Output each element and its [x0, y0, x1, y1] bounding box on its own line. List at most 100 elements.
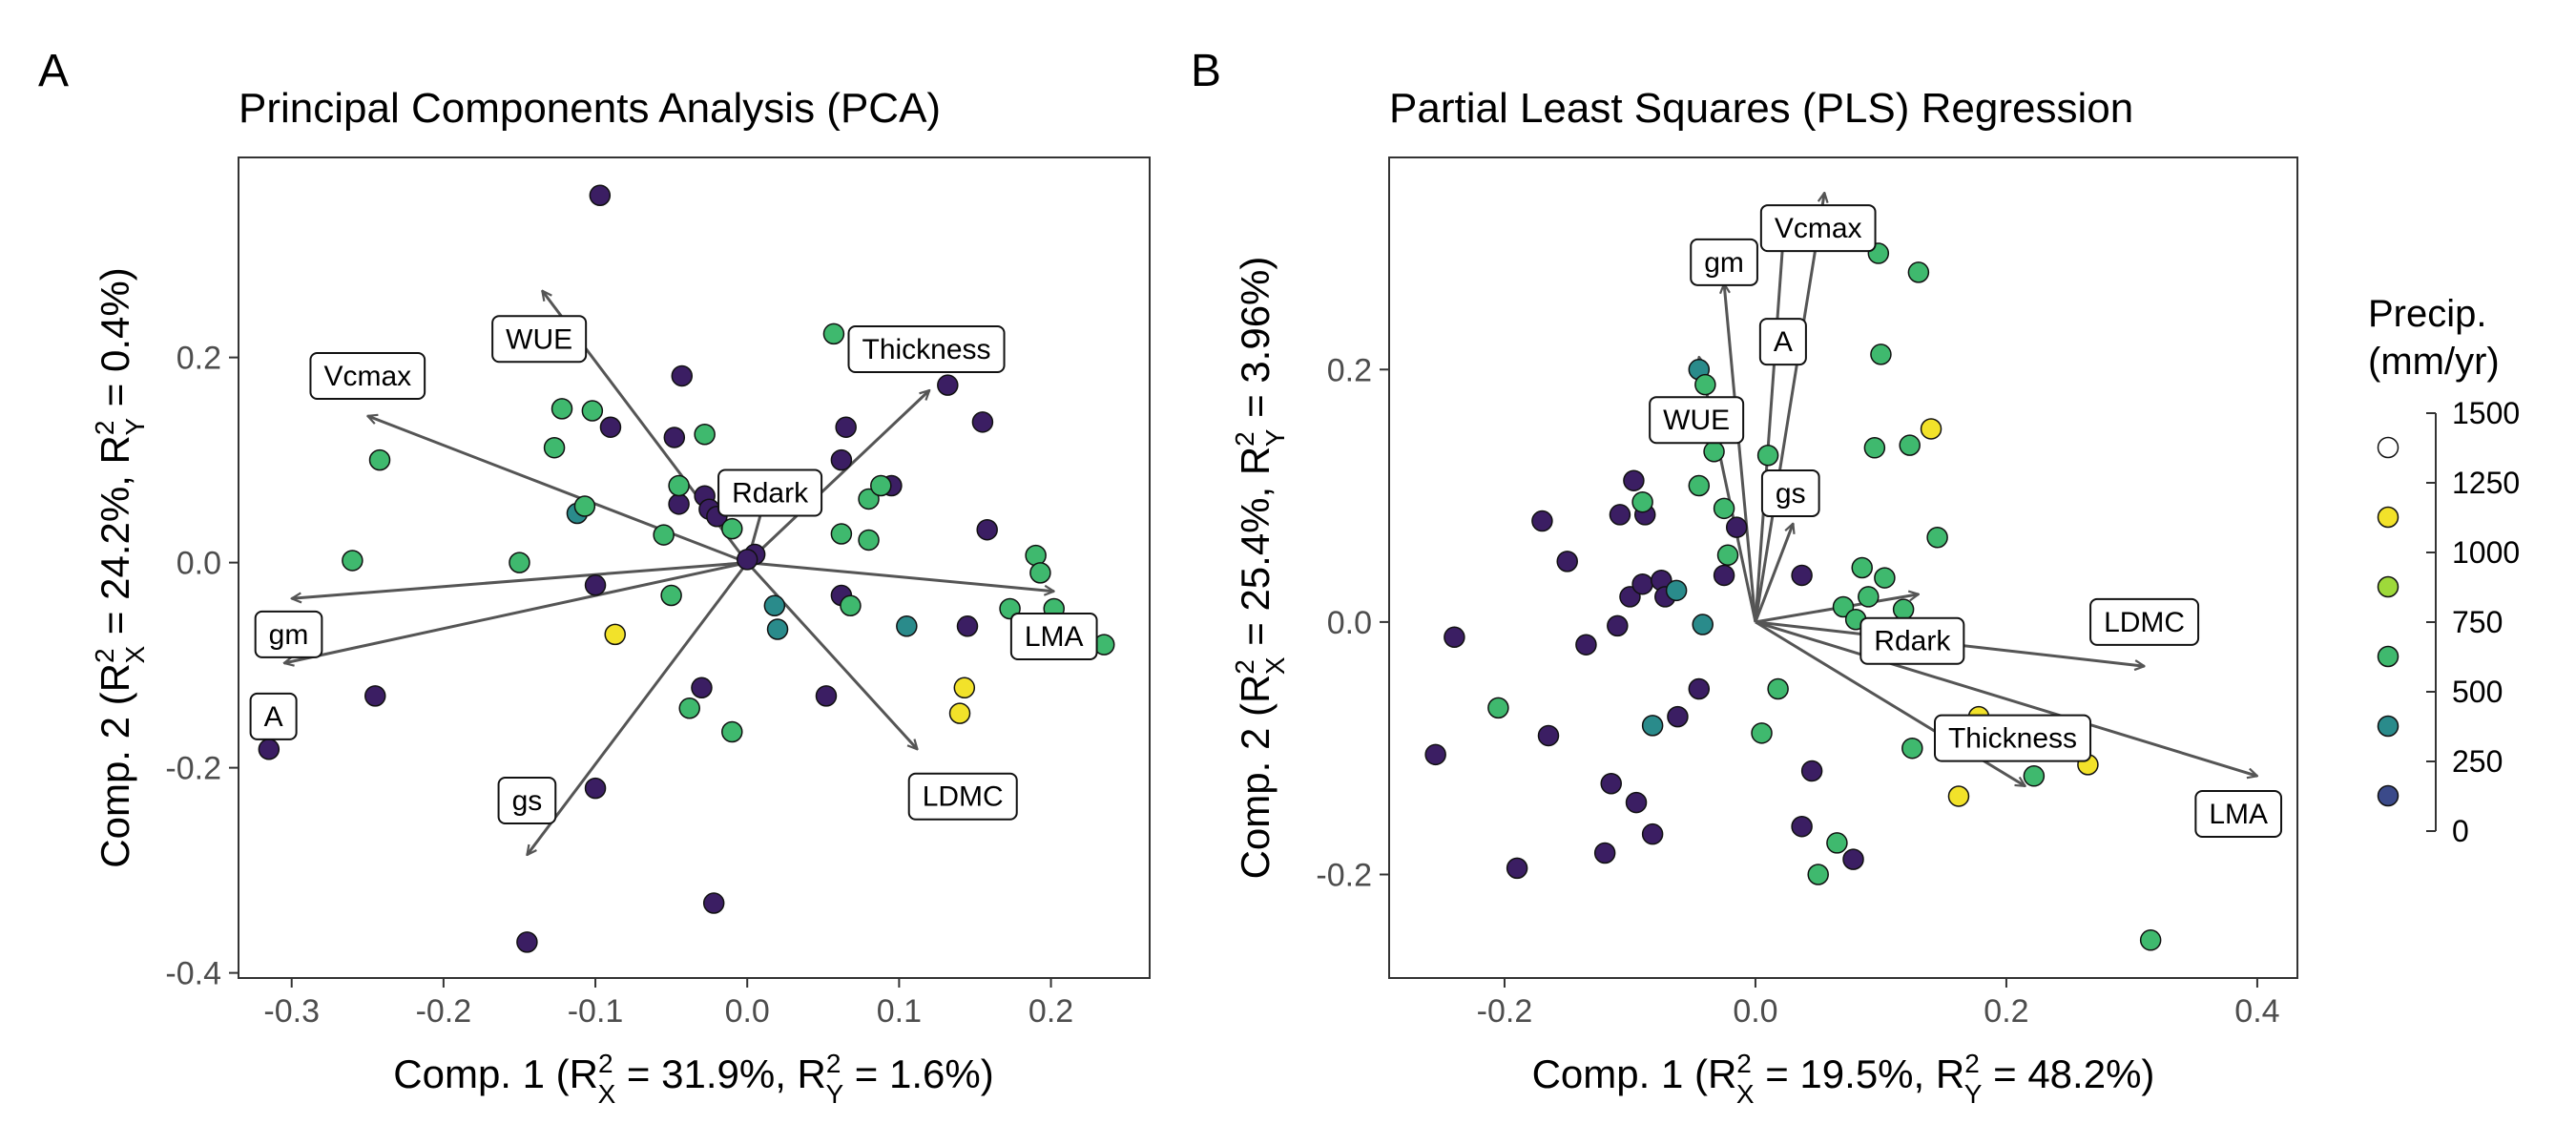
data-point: [509, 552, 530, 573]
loading-arrow-a: [284, 561, 748, 663]
loading-label-a: A: [1758, 318, 1807, 366]
legend-tick-label: 250: [2452, 744, 2503, 779]
data-point: [1926, 526, 1948, 549]
svg-text:gm: gm: [269, 619, 309, 651]
data-point: [858, 488, 880, 510]
svg-text:Thickness: Thickness: [862, 334, 991, 365]
loading-arrow-a: [1754, 240, 1783, 623]
panel-a-y-axis-title: Comp. 2 (R2X = 24.2%, R2Y = 0.4%): [90, 267, 150, 867]
loading-label-gm: gm: [1690, 238, 1758, 286]
data-point: [1641, 715, 1664, 737]
data-point: [763, 594, 786, 617]
data-point: [736, 549, 758, 571]
data-point: [589, 184, 612, 207]
panel-b-x-axis-title: Comp. 1 (R2 X = 19.5%, R2 Y = 48.2%): [1532, 1049, 2155, 1109]
data-point: [1487, 697, 1509, 719]
data-point: [581, 400, 604, 422]
data-point: [1947, 785, 1970, 807]
x-tick-label: 0.2: [1028, 993, 1073, 1030]
data-point: [1623, 469, 1645, 491]
data-point: [1920, 418, 1942, 440]
panel-b-plot-frame: [1388, 156, 2298, 979]
data-point: [1858, 586, 1880, 608]
data-point: [516, 931, 538, 953]
data-point: [937, 374, 959, 396]
legend-title-line2: (mm/yr): [2368, 341, 2500, 383]
panel-letter-a: A: [38, 46, 69, 96]
panel-b-axis-ticks: -0.2 0.0 0.2 0.4 -0.2 0.0 0.2: [1316, 352, 2279, 1030]
loading-arrow-gm: [292, 561, 748, 599]
svg-text:Vcmax: Vcmax: [323, 361, 411, 392]
data-point: [1725, 516, 1748, 538]
x-tick-label: -0.3: [263, 993, 320, 1030]
data-point: [368, 448, 391, 471]
data-point: [660, 584, 682, 607]
data-point: [1631, 572, 1653, 595]
x-tick-label: 0.4: [2234, 993, 2279, 1030]
data-point: [835, 416, 857, 438]
legend-color-swatch: [2377, 784, 2399, 807]
loading-label-gm: gm: [254, 610, 323, 658]
x-tick-label: -0.1: [568, 993, 624, 1030]
y-tick-label: -0.2: [1316, 858, 1372, 894]
data-point: [1029, 562, 1051, 584]
data-point: [870, 474, 892, 497]
data-point: [1842, 848, 1864, 870]
svg-text:Rdark: Rdark: [1874, 626, 1951, 657]
loading-label-ldmc: LDMC: [907, 772, 1018, 821]
x-tick-label: -0.2: [1477, 993, 1533, 1030]
svg-text:A: A: [264, 701, 283, 733]
data-point: [584, 574, 607, 596]
data-point: [653, 524, 675, 546]
legend-tick-label: 1500: [2452, 396, 2520, 430]
data-point: [668, 474, 690, 497]
loading-arrow-thickness: [746, 390, 929, 564]
data-point: [1575, 634, 1597, 656]
x-tick-label: -0.2: [416, 993, 472, 1030]
x-tick-label: 0.2: [1984, 993, 2028, 1030]
data-point: [1607, 614, 1629, 637]
x-tick-label: 0.1: [877, 993, 922, 1030]
data-point: [599, 416, 622, 438]
data-point: [1665, 579, 1688, 602]
panel-a-title: Principal Components Analysis (PCA): [239, 85, 941, 132]
data-point: [1826, 832, 1848, 854]
data-point: [822, 323, 845, 345]
y-tick-label: 0.2: [177, 341, 221, 377]
svg-text:LMA: LMA: [2209, 799, 2268, 830]
data-point: [1537, 724, 1560, 747]
data-point: [1444, 626, 1465, 649]
data-point: [342, 550, 364, 572]
data-point: [858, 529, 880, 552]
data-point: [1716, 544, 1739, 567]
data-point: [1667, 705, 1689, 728]
y-tick-label: 0.2: [1327, 352, 1372, 388]
data-point: [1424, 743, 1446, 766]
data-point: [956, 615, 979, 637]
data-point: [1807, 864, 1829, 885]
loading-arrow-gm: [1724, 283, 1757, 623]
svg-text:LMA: LMA: [1025, 621, 1084, 653]
color-legend: Precip. (mm/yr) 1500 1250 1000 750 500 250 0: [2368, 293, 2520, 848]
data-point: [1556, 551, 1578, 572]
data-point: [364, 685, 386, 707]
legend-title-line1: Precip.: [2368, 293, 2487, 335]
loading-label-a: A: [249, 692, 298, 740]
panel-letter-b: B: [1191, 46, 1221, 96]
data-point: [1907, 261, 1930, 283]
loading-label-gs: gs: [497, 777, 557, 825]
data-point: [1901, 737, 1923, 760]
data-point: [1892, 598, 1915, 620]
data-point: [668, 493, 690, 515]
y-tick-label: -0.4: [165, 956, 221, 992]
svg-text:WUE: WUE: [1663, 405, 1730, 436]
data-point: [1713, 497, 1735, 520]
data-point: [1625, 791, 1648, 814]
data-point: [2139, 929, 2162, 951]
data-point: [1874, 567, 1896, 589]
data-point: [766, 618, 789, 640]
svg-text:A: A: [1774, 326, 1793, 358]
data-point: [1756, 444, 1779, 467]
